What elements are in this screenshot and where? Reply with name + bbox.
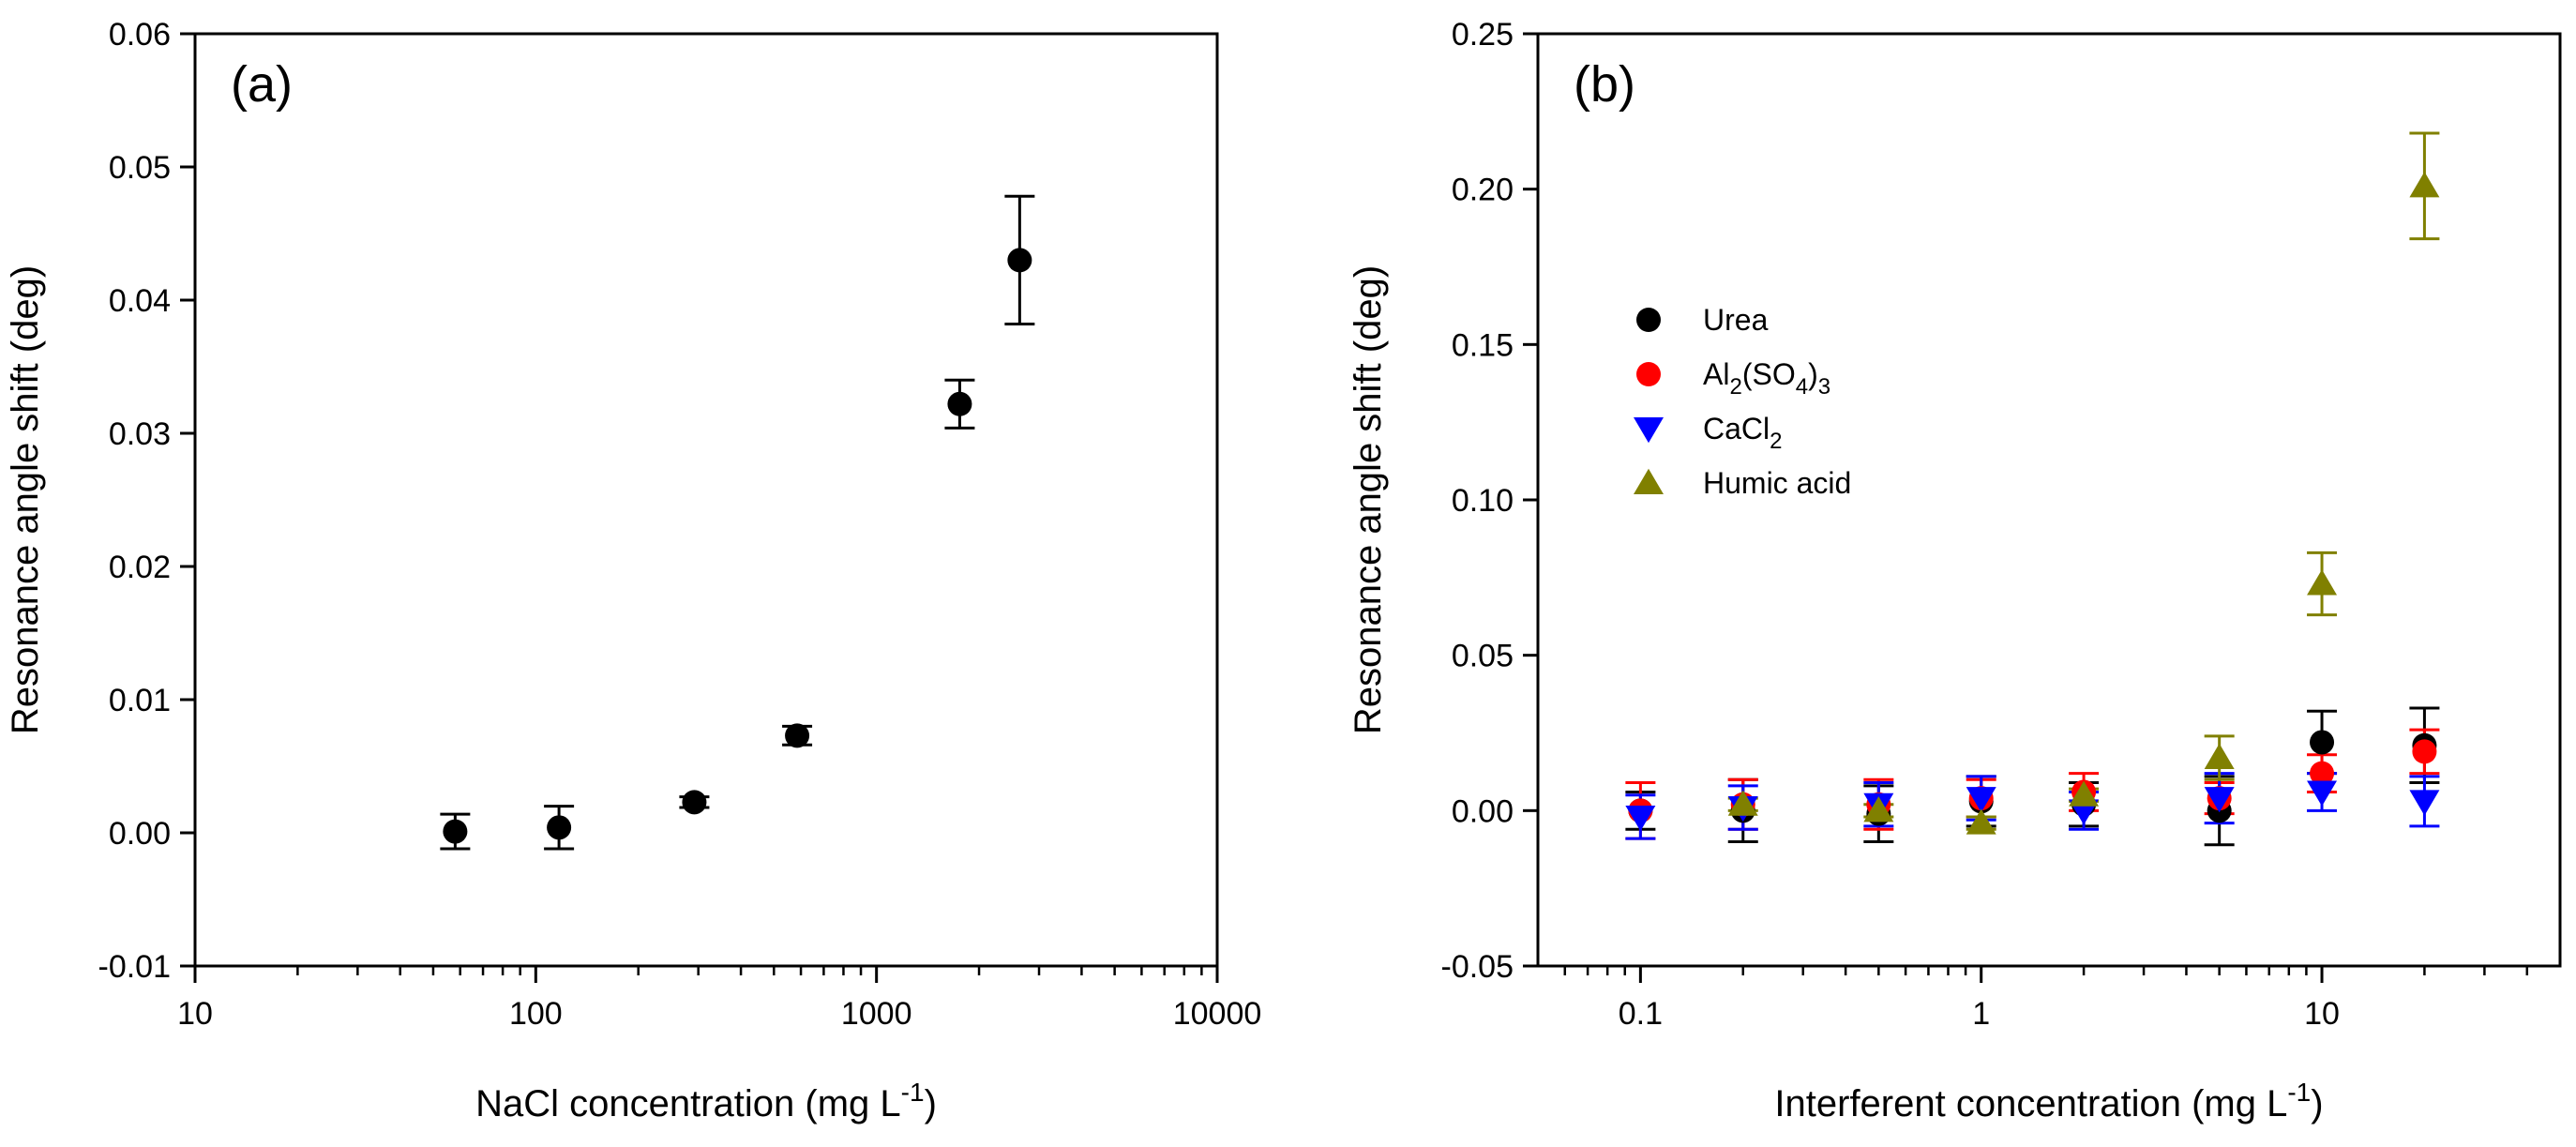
- y-tick-label: 0.20: [1452, 173, 1514, 208]
- legend-item-al2-so4-3: Al2(SO4)3: [1636, 357, 1830, 400]
- humic-acid-point: [2409, 172, 2440, 198]
- y-tick-label: -0.01: [98, 949, 172, 985]
- y-tick-label: 0.15: [1452, 327, 1514, 363]
- x-tick-label: 100: [509, 996, 563, 1032]
- humic-acid-point: [1727, 790, 1758, 816]
- al2-so4-3-point: [2310, 761, 2335, 786]
- legend-label-cacl2: CaCl2: [1703, 412, 1782, 454]
- nacl-point: [547, 815, 572, 840]
- x-tick-label: 10: [177, 996, 213, 1032]
- panel-label: (a): [231, 56, 293, 113]
- cacl2-point: [2409, 790, 2440, 816]
- legend-label-al2-so4-3: Al2(SO4)3: [1703, 357, 1830, 400]
- humic-acid-point: [2307, 569, 2338, 596]
- y-axis-title: Resonance angle shift (deg): [5, 265, 46, 734]
- cacl2-point: [2204, 787, 2235, 813]
- cacl2-point: [1625, 805, 1656, 832]
- legend: Urea Al2(SO4)3 CaCl2 Humic acid: [1634, 303, 1851, 500]
- nacl-point: [682, 790, 707, 815]
- legend-marker-cacl2: [1634, 417, 1664, 444]
- y-tick-label: 0.03: [109, 416, 171, 452]
- nacl-point: [785, 723, 810, 748]
- legend-label-urea: Urea: [1703, 303, 1769, 337]
- legend-item-cacl2: CaCl2: [1634, 412, 1782, 454]
- x-axis-title: Interferent concentration (mg L-1): [1774, 1078, 2323, 1124]
- x-tick-label: 1: [1972, 996, 1990, 1032]
- humic-acid-point: [2069, 780, 2100, 807]
- y-tick-label: 0.10: [1452, 483, 1514, 519]
- al2-so4-3-point: [2412, 739, 2437, 764]
- x-tick-label: 0.1: [1619, 996, 1663, 1032]
- y-tick-label: 0.02: [109, 550, 171, 585]
- nacl-point: [947, 391, 972, 416]
- urea-point: [2310, 730, 2335, 755]
- legend-label-humic-acid: Humic acid: [1703, 466, 1851, 500]
- y-tick-label: 0.05: [1452, 639, 1514, 674]
- panel-a-chart: -0.01 0.00 0.01 0.02 0.03 0.04 0.05 0.06 10 100 10…: [5, 17, 1261, 1124]
- y-tick-label: 0.00: [109, 816, 171, 852]
- panel-b-chart: -0.05 0.00 0.05 0.10 0.15 0.20 0.25 0.1 1 10 (b) In…: [1348, 17, 2562, 1124]
- y-tick-label: 0.00: [1452, 793, 1514, 829]
- plot-frame: [193, 32, 1219, 968]
- legend-marker-urea: [1636, 308, 1661, 332]
- y-tick-label: -0.05: [1441, 949, 1514, 985]
- cacl2-point: [1966, 787, 1996, 813]
- y-tick-label: 0.05: [109, 150, 171, 186]
- legend-marker-al2-so4-3: [1636, 362, 1661, 386]
- x-axis-title: NaCl concentration (mg L-1): [475, 1078, 937, 1124]
- humic-acid-point: [1863, 796, 1894, 823]
- x-tick-label: 1000: [841, 996, 912, 1032]
- plot-frame: [1536, 32, 2562, 968]
- y-tick-label: 0.04: [109, 283, 171, 319]
- cacl2-point: [2307, 780, 2338, 807]
- legend-marker-humic-acid: [1634, 468, 1664, 494]
- y-tick-label: 0.01: [109, 683, 171, 718]
- legend-item-urea: Urea: [1636, 303, 1769, 337]
- x-tick-label: 10000: [1173, 996, 1262, 1032]
- humic-acid-point: [2204, 743, 2235, 770]
- x-tick-label: 10: [2304, 996, 2340, 1032]
- humic-acid-point: [1966, 808, 1996, 835]
- legend-item-humic-acid: Humic acid: [1634, 466, 1851, 500]
- nacl-point: [1007, 248, 1032, 273]
- y-axis-title: Resonance angle shift (deg): [1348, 265, 1389, 734]
- y-tick-label: 0.06: [109, 17, 171, 53]
- nacl-point: [443, 819, 468, 844]
- y-tick-label: 0.25: [1452, 17, 1514, 53]
- panel-label: (b): [1574, 56, 1635, 113]
